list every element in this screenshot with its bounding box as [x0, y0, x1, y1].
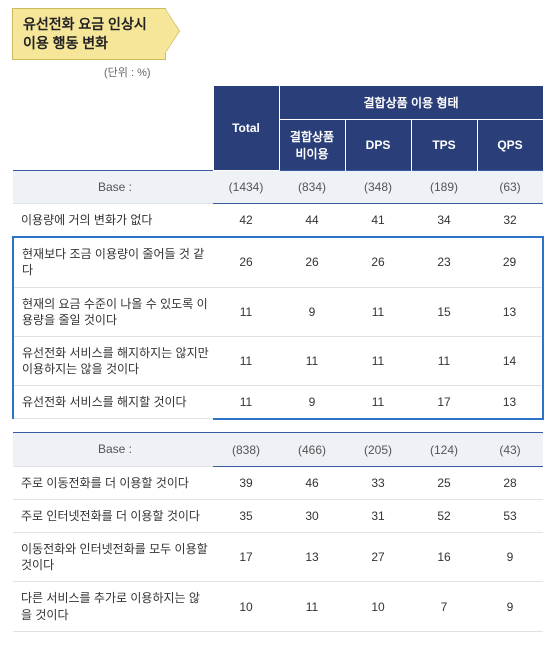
table-row: 현재보다 조금 이용량이 줄어들 것 같다 26 26 26 23 29	[13, 237, 543, 287]
base-val: (63)	[477, 170, 543, 203]
cell: 31	[345, 499, 411, 532]
cell: 11	[213, 336, 279, 385]
base-val: (466)	[279, 433, 345, 466]
cell: 23	[411, 237, 477, 287]
cell: 39	[213, 466, 279, 499]
cell: 16	[411, 533, 477, 582]
section-1: Base : (1434) (834) (348) (189) (63) 이용량…	[13, 170, 543, 631]
header-sub-2: TPS	[411, 119, 477, 170]
cell: 9	[279, 386, 345, 419]
cell: 28	[477, 466, 543, 499]
header-group: 결합상품 이용 형태	[279, 86, 543, 120]
cell: 13	[477, 287, 543, 336]
cell: 44	[279, 203, 345, 237]
cell: 41	[345, 203, 411, 237]
row-label: 다른 서비스를 추가로 이용하지는 않을 것이다	[13, 582, 213, 631]
cell: 11	[213, 287, 279, 336]
row-label: 유선전화 서비스를 해지하지는 않지만 이용하지는 않을 것이다	[13, 336, 213, 385]
cell: 7	[411, 582, 477, 631]
cell: 27	[345, 533, 411, 582]
cell: 11	[345, 287, 411, 336]
cell: 25	[411, 466, 477, 499]
cell: 11	[345, 386, 411, 419]
cell: 15	[411, 287, 477, 336]
table-row: 주로 이동전화를 더 이용할 것이다 39 46 33 25 28	[13, 466, 543, 499]
base-label: Base :	[13, 170, 213, 203]
base-row: Base : (1434) (834) (348) (189) (63)	[13, 170, 543, 203]
base-val: (124)	[411, 433, 477, 466]
cell: 10	[213, 582, 279, 631]
cell: 11	[411, 336, 477, 385]
cell: 11	[345, 336, 411, 385]
table-header: Total 결합상품 이용 형태 결합상품 비이용 DPS TPS QPS	[13, 86, 543, 171]
cell: 9	[279, 287, 345, 336]
cell: 26	[345, 237, 411, 287]
cell: 34	[411, 203, 477, 237]
cell: 30	[279, 499, 345, 532]
cell: 53	[477, 499, 543, 532]
unit-label: (단위 : %)	[104, 64, 540, 80]
cell: 35	[213, 499, 279, 532]
cell: 11	[279, 582, 345, 631]
header-total: Total	[213, 86, 279, 171]
cell: 11	[279, 336, 345, 385]
cell: 46	[279, 466, 345, 499]
cell: 42	[213, 203, 279, 237]
base-row: Base : (838) (466) (205) (124) (43)	[13, 433, 543, 466]
cell: 17	[213, 533, 279, 582]
cell: 11	[213, 386, 279, 419]
cell: 52	[411, 499, 477, 532]
header-blank	[13, 86, 213, 120]
cell: 13	[477, 386, 543, 419]
row-label: 주로 이동전화를 더 이용할 것이다	[13, 466, 213, 499]
cell: 9	[477, 533, 543, 582]
table-row: 이동전화와 인터넷전화를 모두 이용할 것이다 17 13 27 16 9	[13, 533, 543, 582]
base-val: (838)	[213, 433, 279, 466]
row-label: 이용량에 거의 변화가 없다	[13, 203, 213, 237]
cell: 26	[279, 237, 345, 287]
table-row: 유선전화 서비스를 해지할 것이다 11 9 11 17 13	[13, 386, 543, 419]
base-val: (1434)	[213, 170, 279, 203]
table-row: 유선전화 서비스를 해지하지는 않지만 이용하지는 않을 것이다 11 11 1…	[13, 336, 543, 385]
cell: 33	[345, 466, 411, 499]
header-sub-3: QPS	[477, 119, 543, 170]
row-label: 주로 인터넷전화를 더 이용할 것이다	[13, 499, 213, 532]
header-sub-1: DPS	[345, 119, 411, 170]
cell: 29	[477, 237, 543, 287]
table-row: 다른 서비스를 추가로 이용하지는 않을 것이다 10 11 10 7 9	[13, 582, 543, 631]
title-line1: 유선전화 요금 인상시	[23, 16, 147, 32]
row-label: 유선전화 서비스를 해지할 것이다	[13, 386, 213, 419]
cell: 14	[477, 336, 543, 385]
cell: 9	[477, 582, 543, 631]
row-label: 현재의 요금 수준이 나올 수 있도록 이용량을 줄일 것이다	[13, 287, 213, 336]
data-table: Total 결합상품 이용 형태 결합상품 비이용 DPS TPS QPS Ba…	[12, 86, 544, 632]
base-val: (834)	[279, 170, 345, 203]
base-val: (189)	[411, 170, 477, 203]
row-label: 현재보다 조금 이용량이 줄어들 것 같다	[13, 237, 213, 287]
header-blank2	[13, 119, 213, 170]
cell: 13	[279, 533, 345, 582]
cell: 26	[213, 237, 279, 287]
report-table: 유선전화 요금 인상시 이용 행동 변화 (단위 : %) Total 결합상품…	[0, 0, 552, 646]
base-label: Base :	[13, 433, 213, 466]
table-row: 주로 인터넷전화를 더 이용할 것이다 35 30 31 52 53	[13, 499, 543, 532]
table-row: 현재의 요금 수준이 나올 수 있도록 이용량을 줄일 것이다 11 9 11 …	[13, 287, 543, 336]
base-val: (205)	[345, 433, 411, 466]
title-banner: 유선전화 요금 인상시 이용 행동 변화	[12, 8, 166, 60]
row-label: 이동전화와 인터넷전화를 모두 이용할 것이다	[13, 533, 213, 582]
title-line2: 이용 행동 변화	[23, 35, 108, 51]
base-val: (43)	[477, 433, 543, 466]
base-val: (348)	[345, 170, 411, 203]
cell: 10	[345, 582, 411, 631]
section-gap	[13, 419, 543, 433]
table-row: 이용량에 거의 변화가 없다 42 44 41 34 32	[13, 203, 543, 237]
cell: 32	[477, 203, 543, 237]
header-sub-0: 결합상품 비이용	[279, 119, 345, 170]
cell: 17	[411, 386, 477, 419]
